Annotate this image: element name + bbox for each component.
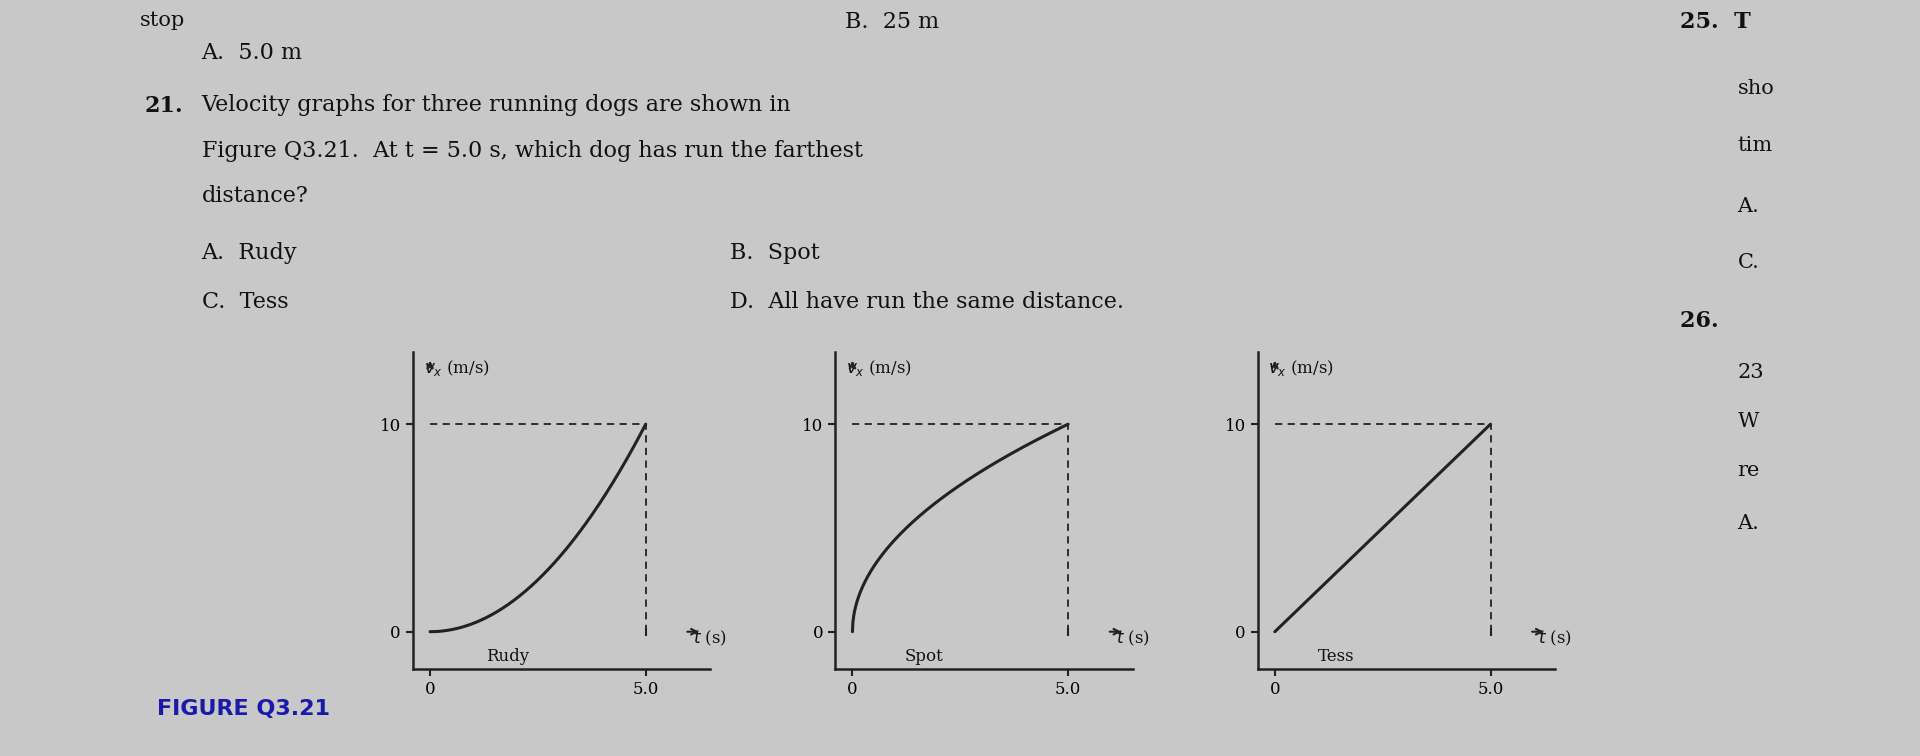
Text: Figure Q3.21.  At t = 5.0 s, which dog has run the farthest: Figure Q3.21. At t = 5.0 s, which dog ha… [202,140,862,162]
Text: 25.  T: 25. T [1680,11,1751,33]
Text: FIGURE Q3.21: FIGURE Q3.21 [157,699,330,719]
Text: W: W [1738,412,1759,431]
Text: B.  Spot: B. Spot [730,242,820,264]
Text: $t$ (s): $t$ (s) [1538,628,1572,648]
Text: re: re [1738,461,1761,480]
Text: C.: C. [1738,253,1759,272]
Text: C.  Tess: C. Tess [202,291,288,313]
Text: $v_x$ (m/s): $v_x$ (m/s) [424,358,490,378]
Text: A.: A. [1738,197,1759,215]
Text: distance?: distance? [202,185,309,207]
Text: D.  All have run the same distance.: D. All have run the same distance. [730,291,1123,313]
Text: $v_x$ (m/s): $v_x$ (m/s) [1269,358,1334,378]
Text: 26.: 26. [1680,310,1734,332]
Text: $v_x$ (m/s): $v_x$ (m/s) [847,358,912,378]
Text: stop: stop [140,11,186,30]
Text: tim: tim [1738,136,1772,155]
Text: B.  25 m: B. 25 m [845,11,939,33]
Text: $t$ (s): $t$ (s) [693,628,728,648]
Text: A.: A. [1738,514,1759,533]
Text: A.  5.0 m: A. 5.0 m [202,42,303,64]
Text: 21.: 21. [144,94,182,116]
Text: Spot: Spot [904,648,943,665]
Text: Tess: Tess [1317,648,1356,665]
Text: Velocity graphs for three running dogs are shown in: Velocity graphs for three running dogs a… [202,94,791,116]
Text: A.  Rudy: A. Rudy [202,242,298,264]
Text: $t$ (s): $t$ (s) [1116,628,1150,648]
Text: sho: sho [1738,79,1774,98]
Text: Rudy: Rudy [486,648,530,665]
Text: 23: 23 [1738,363,1764,382]
